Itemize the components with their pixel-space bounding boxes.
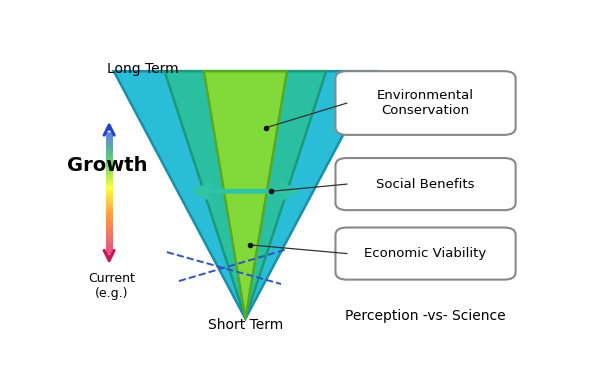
Text: Environmental
Conservation: Environmental Conservation bbox=[377, 89, 474, 117]
Polygon shape bbox=[164, 71, 326, 319]
FancyBboxPatch shape bbox=[336, 71, 516, 135]
Text: Growth: Growth bbox=[67, 156, 147, 175]
Text: Long Term: Long Term bbox=[107, 62, 178, 76]
FancyBboxPatch shape bbox=[336, 158, 516, 210]
FancyBboxPatch shape bbox=[336, 227, 516, 280]
Polygon shape bbox=[204, 71, 287, 319]
Text: Economic Viability: Economic Viability bbox=[364, 247, 487, 260]
Text: Current
(e.g.): Current (e.g.) bbox=[88, 272, 135, 300]
Text: Perception -vs- Science: Perception -vs- Science bbox=[345, 309, 506, 323]
Text: Social Benefits: Social Benefits bbox=[376, 177, 475, 191]
Polygon shape bbox=[114, 71, 377, 319]
Text: Short Term: Short Term bbox=[208, 318, 283, 332]
